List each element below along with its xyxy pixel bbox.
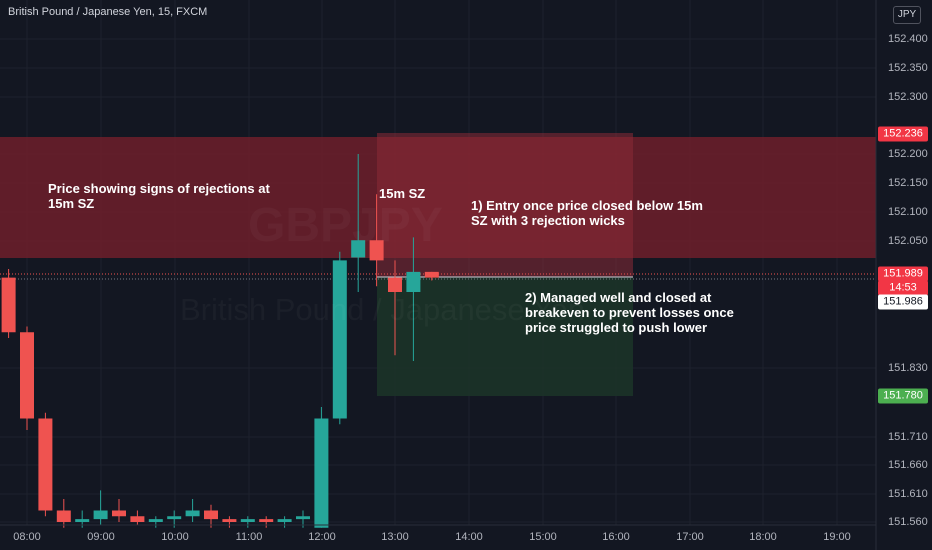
x-tick-label: 17:00 xyxy=(676,531,704,543)
y-tick-label: 152.400 xyxy=(888,33,928,45)
x-tick-label: 19:00 xyxy=(823,531,851,543)
x-tick-label: 14:00 xyxy=(455,531,483,543)
y-tick-label: 152.350 xyxy=(888,62,928,74)
candle-body xyxy=(332,260,347,419)
candle-body xyxy=(222,519,237,522)
y-tick-label: 151.610 xyxy=(888,488,928,500)
x-tick-label: 16:00 xyxy=(602,531,630,543)
annotation-rejection-note[interactable]: Price showing signs of rejections at 15m… xyxy=(48,181,270,211)
y-tick-label: 152.050 xyxy=(888,235,928,247)
x-tick-label: 08:00 xyxy=(13,531,41,543)
x-tick-label: 18:00 xyxy=(749,531,777,543)
y-tick-label: 152.200 xyxy=(888,148,928,160)
candle-body xyxy=(38,418,53,511)
x-tick-label: 15:00 xyxy=(529,531,557,543)
candle-body xyxy=(1,277,16,333)
x-tick-label: 09:00 xyxy=(87,531,115,543)
candle-body xyxy=(204,510,218,520)
candle-body xyxy=(185,510,200,517)
candle-body xyxy=(277,519,292,522)
price-tag-countdown: 14:53 xyxy=(878,280,928,296)
candle-body xyxy=(296,516,310,520)
candle-body xyxy=(406,271,421,292)
candle-body xyxy=(314,418,329,528)
price-tag-zone-top: 152.236 xyxy=(878,126,928,142)
candle-body xyxy=(75,519,90,522)
x-tick-label: 13:00 xyxy=(381,531,409,543)
candle-body xyxy=(167,516,182,520)
y-tick-label: 152.150 xyxy=(888,177,928,189)
y-tick-label: 151.710 xyxy=(888,431,928,443)
x-tick-label: 12:00 xyxy=(308,531,336,543)
candle-body xyxy=(93,510,108,520)
candle-body xyxy=(130,516,145,522)
annotation-zone-label[interactable]: 15m SZ xyxy=(379,186,426,201)
candle-body xyxy=(20,332,34,419)
y-tick-label: 152.100 xyxy=(888,206,928,218)
target-zone xyxy=(377,277,633,396)
y-tick-label: 152.300 xyxy=(888,91,928,103)
price-tag-last: 151.989 xyxy=(878,266,928,282)
x-tick-label: 10:00 xyxy=(161,531,189,543)
stop-zone xyxy=(377,133,633,277)
x-tick-label: 11:00 xyxy=(235,531,263,543)
currency-button[interactable]: JPY xyxy=(893,6,921,24)
y-tick-label: 151.830 xyxy=(888,362,928,374)
price-tag-target: 151.780 xyxy=(878,388,928,404)
candle-body xyxy=(240,519,255,522)
candle-body xyxy=(369,240,384,261)
candle-body xyxy=(351,240,366,258)
y-tick-label: 151.560 xyxy=(888,516,928,528)
candle-body xyxy=(388,277,402,292)
candle-body xyxy=(56,510,71,522)
candle-body xyxy=(259,519,274,522)
candle-body xyxy=(424,271,439,278)
candle-body xyxy=(148,519,163,522)
candle-body xyxy=(112,510,126,517)
symbol-title[interactable]: British Pound / Japanese Yen, 15, FXCM xyxy=(8,6,208,18)
annotation-management-note[interactable]: 2) Managed well and closed at breakeven … xyxy=(525,290,734,335)
price-tag-crosshair: 151.986 xyxy=(878,294,928,310)
y-tick-label: 151.660 xyxy=(888,459,928,471)
annotation-entry-note[interactable]: 1) Entry once price closed below 15m SZ … xyxy=(471,198,703,228)
